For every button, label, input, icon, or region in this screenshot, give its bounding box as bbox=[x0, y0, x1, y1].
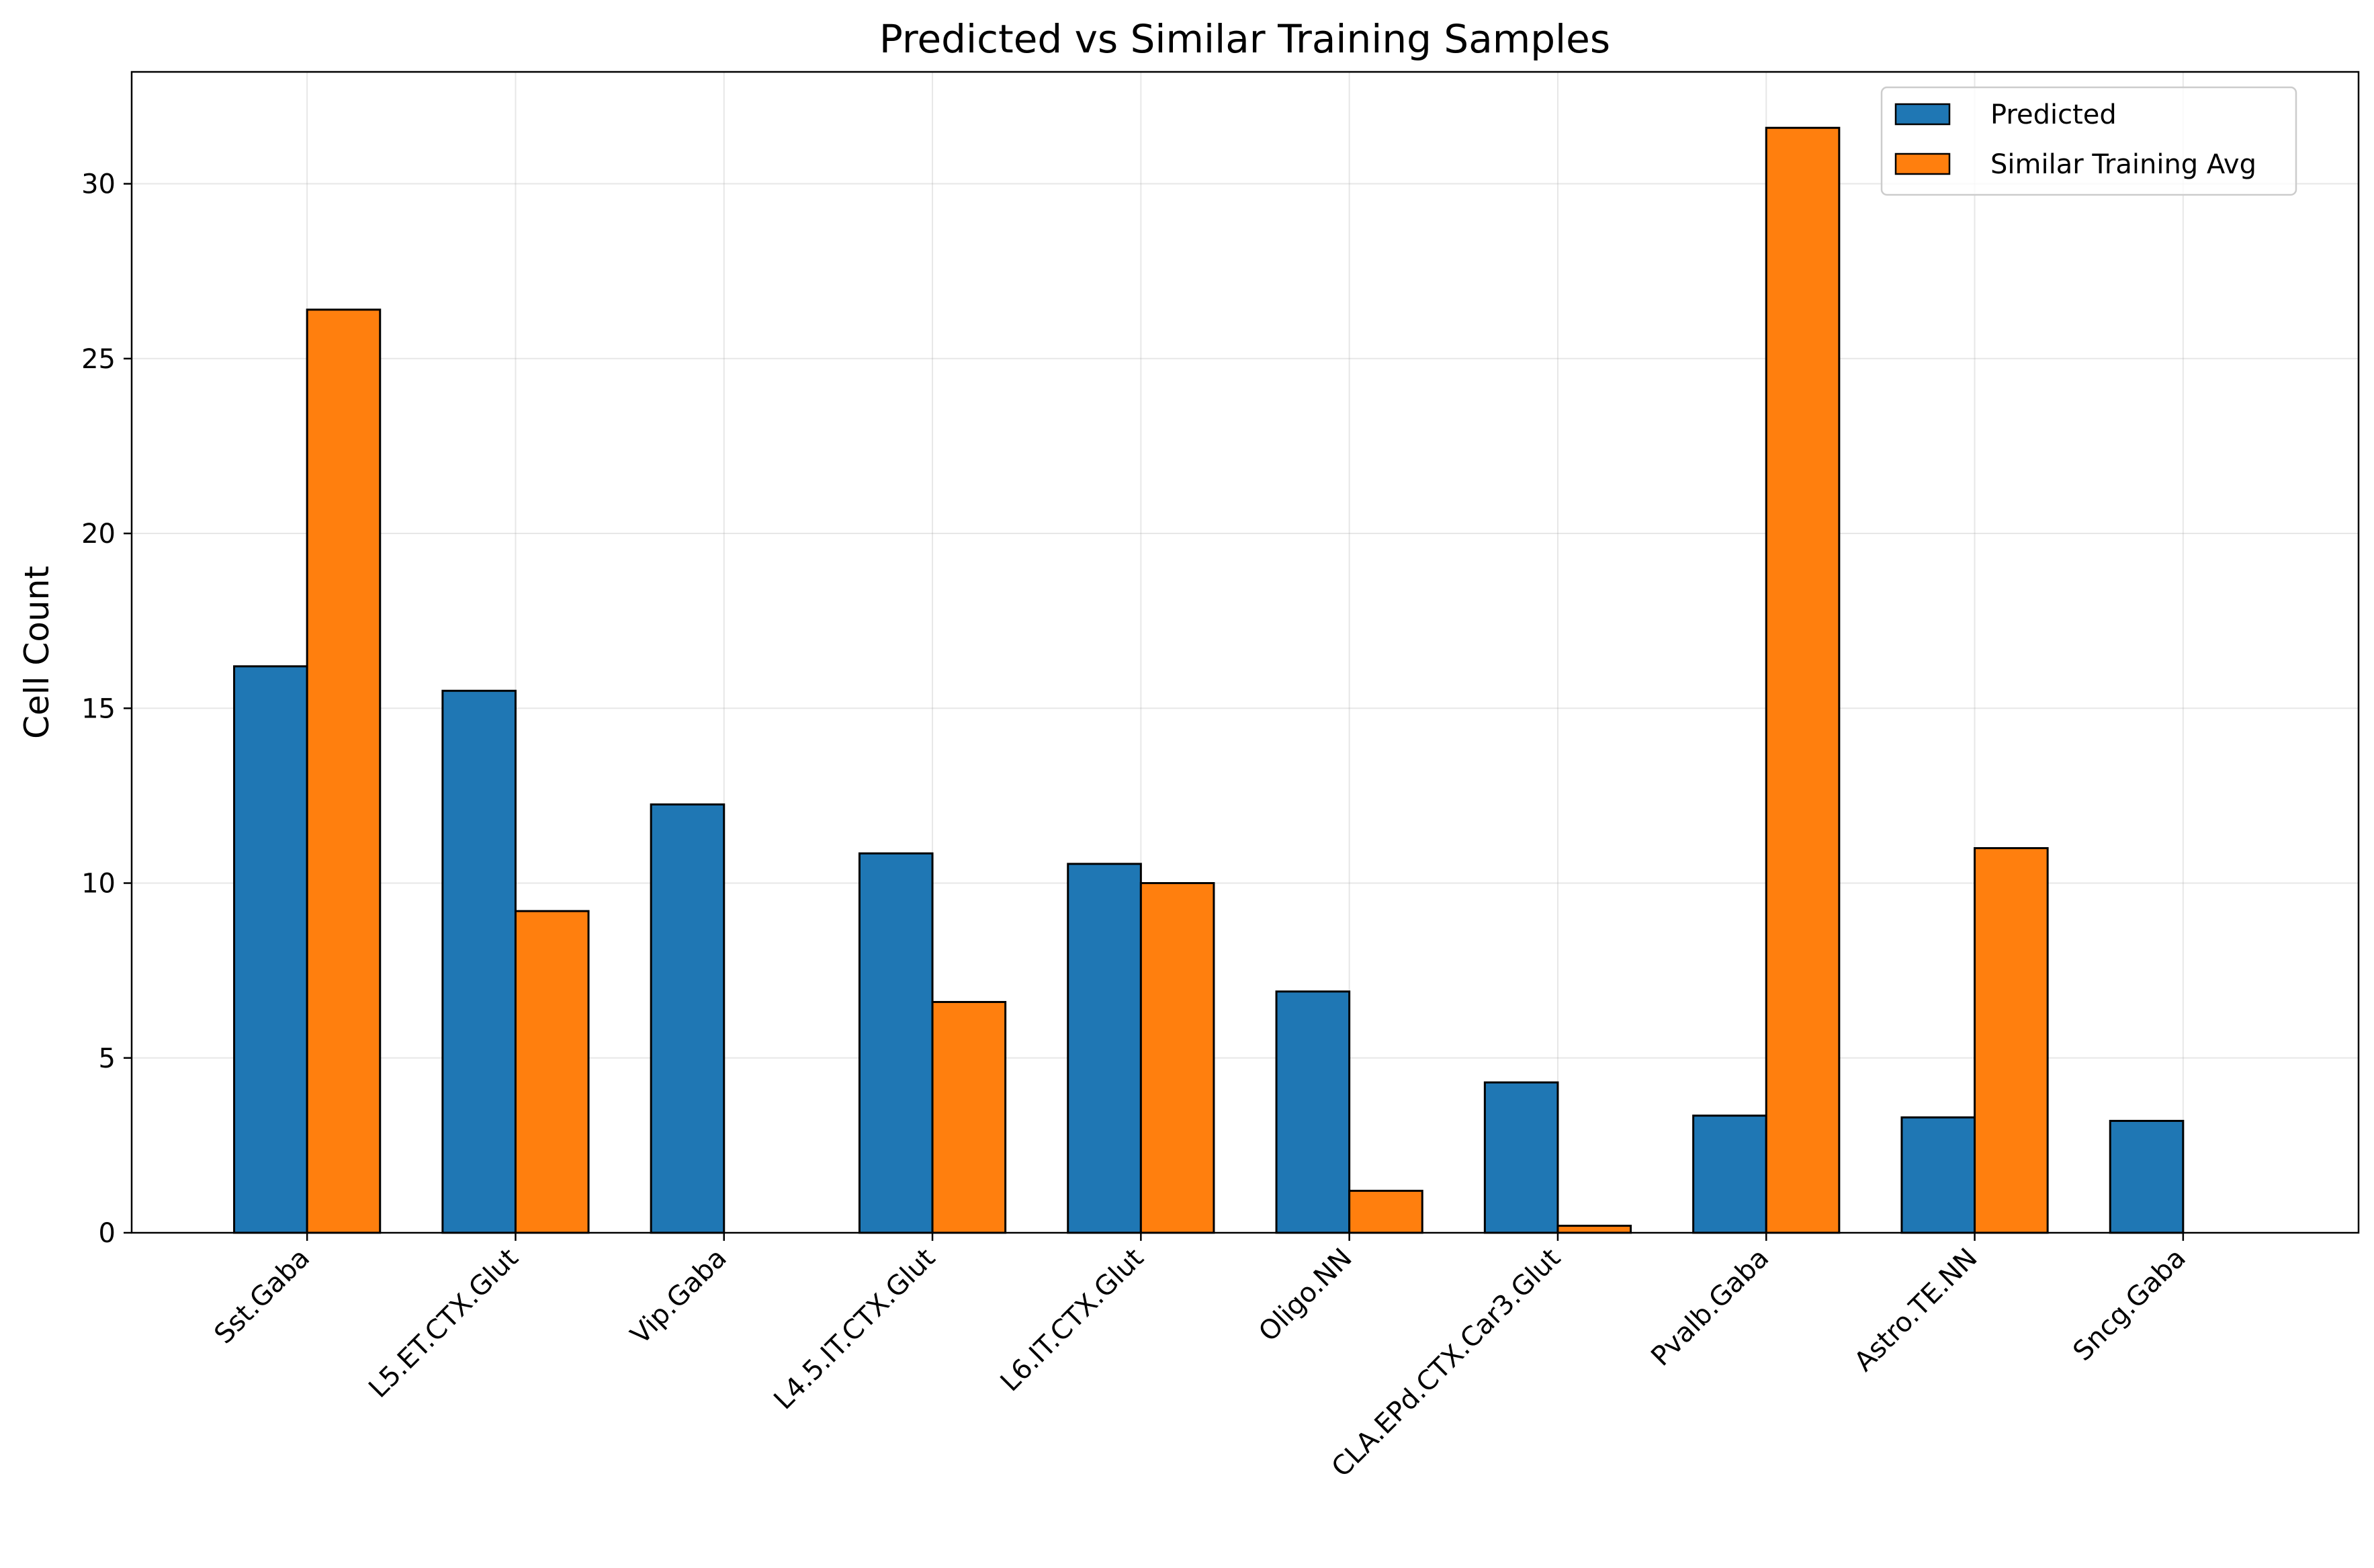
plot-frame bbox=[130, 71, 2360, 1234]
x-tick-label-pvalb-gaba: Pvalb.Gaba bbox=[1645, 1243, 1775, 1373]
x-tick-label-l6-it-ctx-glut: L6.IT.CTX.Glut bbox=[995, 1243, 1150, 1398]
bar-predicted-astro-te-nn bbox=[1900, 1116, 1976, 1234]
bar-predicted-cla-epd-ctx-car3-glut bbox=[1483, 1081, 1559, 1234]
bar-similar-training-avg-l6-it-ctx-glut bbox=[1139, 882, 1215, 1234]
bar-predicted-sncg-gaba bbox=[2109, 1119, 2185, 1234]
legend-swatch-predicted bbox=[1894, 103, 1951, 126]
legend-label-predicted: Predicted bbox=[1990, 99, 2117, 130]
bar-similar-training-avg-l5-et-ctx-glut bbox=[514, 910, 590, 1234]
y-axis-title: Cell Count bbox=[17, 566, 56, 739]
x-tick-label-astro-te-nn: Astro.TE.NN bbox=[1849, 1243, 1984, 1378]
y-axis: 0 5 10 15 20 25 30 bbox=[81, 169, 132, 1249]
legend-frame bbox=[1880, 86, 2297, 196]
x-tick-label-sncg-gaba: Sncg.Gaba bbox=[2067, 1243, 2191, 1367]
y-tick-label: 30 bbox=[81, 169, 116, 200]
y-tick-label: 10 bbox=[81, 869, 116, 900]
bar-predicted-vip-gaba bbox=[650, 803, 726, 1234]
bar-predicted-oligo-nn bbox=[1275, 990, 1351, 1234]
bar-similar-training-avg-cla-epd-ctx-car3-glut bbox=[1556, 1225, 1632, 1234]
bars bbox=[233, 126, 2185, 1234]
x-tick-label-l4-5-it-ctx-glut: L4.5.IT.CTX.Glut bbox=[768, 1243, 941, 1416]
x-tick-label-sst-gaba: Sst.Gaba bbox=[208, 1243, 316, 1350]
x-tick-label-oligo-nn: Oligo.NN bbox=[1253, 1243, 1358, 1348]
y-tick-label: 0 bbox=[99, 1218, 116, 1249]
x-tick-label-vip-gaba: Vip.Gaba bbox=[625, 1243, 733, 1351]
bar-predicted-l5-et-ctx-glut bbox=[441, 689, 517, 1234]
legend-swatch-similar-training-avg bbox=[1894, 153, 1951, 175]
legend-label-similar-training-avg: Similar Training Avg bbox=[1990, 149, 2256, 180]
bar-predicted-l4-5-it-ctx-glut bbox=[858, 852, 934, 1234]
bar-similar-training-avg-oligo-nn bbox=[1348, 1190, 1423, 1234]
bar-similar-training-avg-sst-gaba bbox=[306, 308, 382, 1234]
bar-predicted-sst-gaba bbox=[233, 665, 308, 1234]
chart-title: Predicted vs Similar Training Samples bbox=[879, 16, 1610, 62]
x-tick-label-cla-epd-ctx-car3-glut: CLA.EPd.CTX.Car3.Glut bbox=[1326, 1243, 1567, 1483]
bar-similar-training-avg-astro-te-nn bbox=[1974, 846, 2049, 1234]
y-tick-label: 20 bbox=[81, 519, 116, 550]
bar-similar-training-avg-pvalb-gaba bbox=[1765, 126, 1841, 1234]
bar-similar-training-avg-l4-5-it-ctx-glut bbox=[931, 1000, 1007, 1234]
bar-predicted-l6-it-ctx-glut bbox=[1067, 863, 1142, 1234]
bar-predicted-pvalb-gaba bbox=[1692, 1115, 1767, 1234]
y-tick-label: 15 bbox=[81, 693, 116, 724]
y-tick-label: 25 bbox=[81, 344, 116, 375]
x-tick-label-l5-et-ctx-glut: L5.ET.CTX.Glut bbox=[363, 1243, 524, 1404]
legend: Predicted Similar Training Avg bbox=[1880, 86, 2297, 196]
x-axis: Sst.Gaba L5.ET.CTX.Glut Vip.Gaba L4.5.IT.CT… bbox=[208, 1233, 2192, 1483]
y-tick-label: 5 bbox=[99, 1043, 116, 1074]
